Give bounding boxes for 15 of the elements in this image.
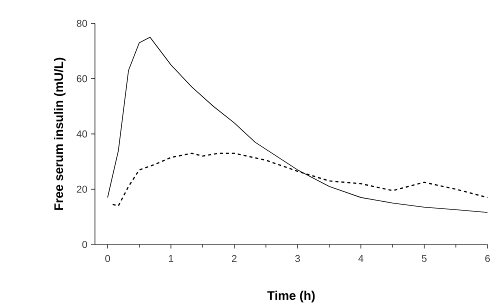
x-tick-label: 2: [232, 254, 237, 262]
y-axis-title: Free serum insulin (mU/L): [54, 58, 66, 210]
x-tick-label: 1: [168, 254, 174, 262]
y-tick-label: 80: [76, 20, 88, 27]
x-tick-label: 0: [105, 254, 110, 262]
x-tick-label: 3: [295, 254, 300, 262]
x-tick-label: 4: [358, 254, 364, 262]
x-tick-label: 5: [422, 254, 427, 262]
y-tick-label: 20: [76, 186, 88, 193]
line-series: [107, 36, 488, 213]
x-axis-title: Time (h): [267, 290, 315, 302]
y-tick-label: 60: [76, 75, 88, 82]
y-tick-label: 0: [82, 240, 88, 248]
y-tick-label: 40: [76, 130, 88, 138]
x-tick-label: 6: [485, 254, 490, 262]
